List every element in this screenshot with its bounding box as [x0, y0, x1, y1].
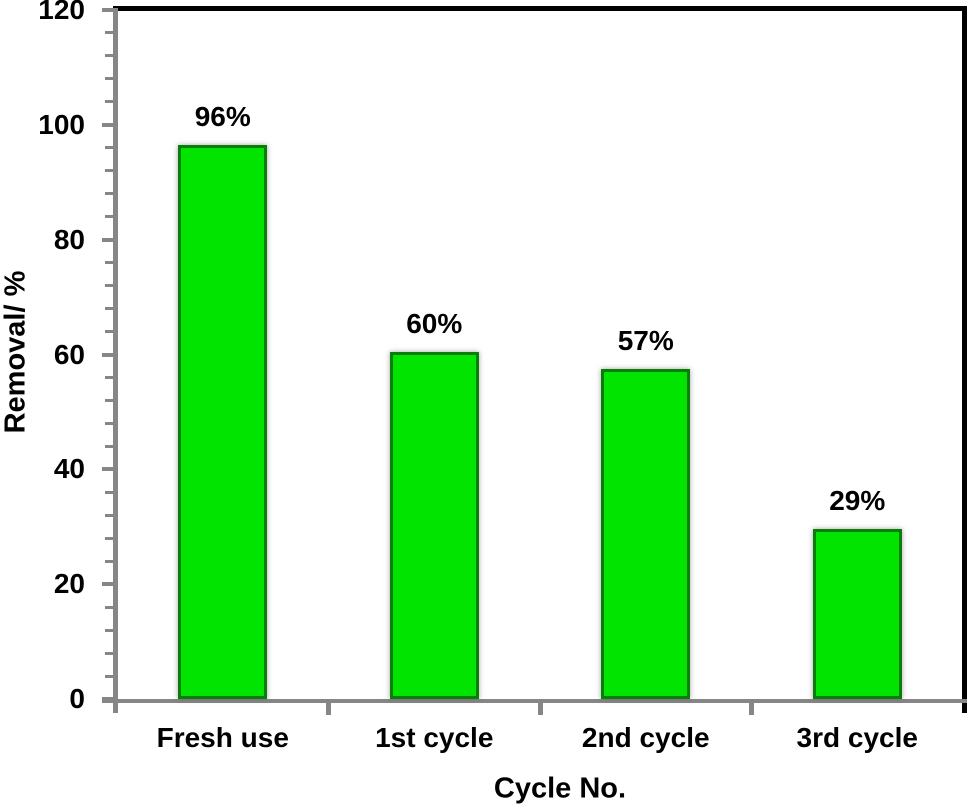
y-major-tick: [102, 8, 113, 12]
y-minor-tick: [105, 169, 113, 173]
y-tick-label: 100: [38, 108, 85, 140]
y-minor-tick: [105, 651, 113, 655]
x-category-label: 1st cycle: [375, 722, 494, 753]
bar: [178, 144, 268, 699]
y-minor-tick: [105, 31, 113, 35]
y-minor-tick: [105, 605, 113, 609]
x-boundary-tick: [749, 703, 754, 715]
x-origin-tick: [113, 703, 118, 713]
y-axis-title: Removal/ %: [0, 270, 32, 434]
y-tick-label: 20: [53, 568, 85, 600]
y-minor-tick: [105, 192, 113, 196]
y-major-tick: [102, 352, 113, 357]
y-minor-tick: [105, 398, 113, 402]
y-minor-tick: [105, 559, 113, 563]
y-tick-label: 40: [53, 453, 85, 485]
bar: [389, 351, 479, 699]
bar-value-label: 29%: [829, 485, 886, 517]
y-axis-line: [113, 8, 118, 703]
x-boundary-tick: [326, 703, 331, 715]
y-minor-tick: [105, 490, 113, 494]
y-major-tick: [102, 467, 113, 472]
bar-value-label: 60%: [406, 307, 463, 339]
y-minor-tick: [105, 146, 113, 150]
y-minor-tick: [105, 54, 113, 58]
x-axis-line: [102, 699, 967, 703]
y-minor-tick: [105, 307, 113, 311]
y-minor-tick: [105, 628, 113, 632]
y-minor-tick: [105, 674, 113, 678]
y-minor-tick: [105, 444, 113, 448]
y-tick-label: 60: [53, 338, 85, 370]
plot-frame-right: [962, 6, 967, 713]
plot-frame-top: [113, 6, 967, 11]
y-major-tick: [102, 582, 113, 587]
y-major-tick: [102, 237, 113, 242]
bar-value-label: 57%: [617, 324, 674, 356]
x-axis-title: Cycle No.: [493, 772, 627, 805]
bar-value-label: 96%: [194, 100, 251, 132]
y-tick-label: 120: [38, 0, 85, 25]
y-minor-tick: [105, 421, 113, 425]
y-minor-tick: [105, 536, 113, 540]
y-minor-tick: [105, 375, 113, 379]
x-category-label: 2nd cycle: [581, 722, 710, 753]
y-minor-tick: [105, 284, 113, 288]
y-major-tick: [102, 697, 113, 701]
y-major-tick: [102, 122, 113, 127]
y-minor-tick: [105, 215, 113, 219]
bar: [601, 368, 691, 699]
x-category-label: Fresh use: [156, 722, 289, 753]
bar: [812, 529, 902, 699]
y-minor-tick: [105, 100, 113, 104]
y-tick-label: 80: [53, 223, 85, 255]
y-tick-label: 0: [69, 683, 85, 714]
y-minor-tick: [105, 513, 113, 517]
y-minor-tick: [105, 261, 113, 265]
x-category-label: 3rd cycle: [796, 722, 918, 753]
y-minor-tick: [105, 77, 113, 81]
y-minor-tick: [105, 330, 113, 334]
x-boundary-tick: [537, 703, 543, 715]
